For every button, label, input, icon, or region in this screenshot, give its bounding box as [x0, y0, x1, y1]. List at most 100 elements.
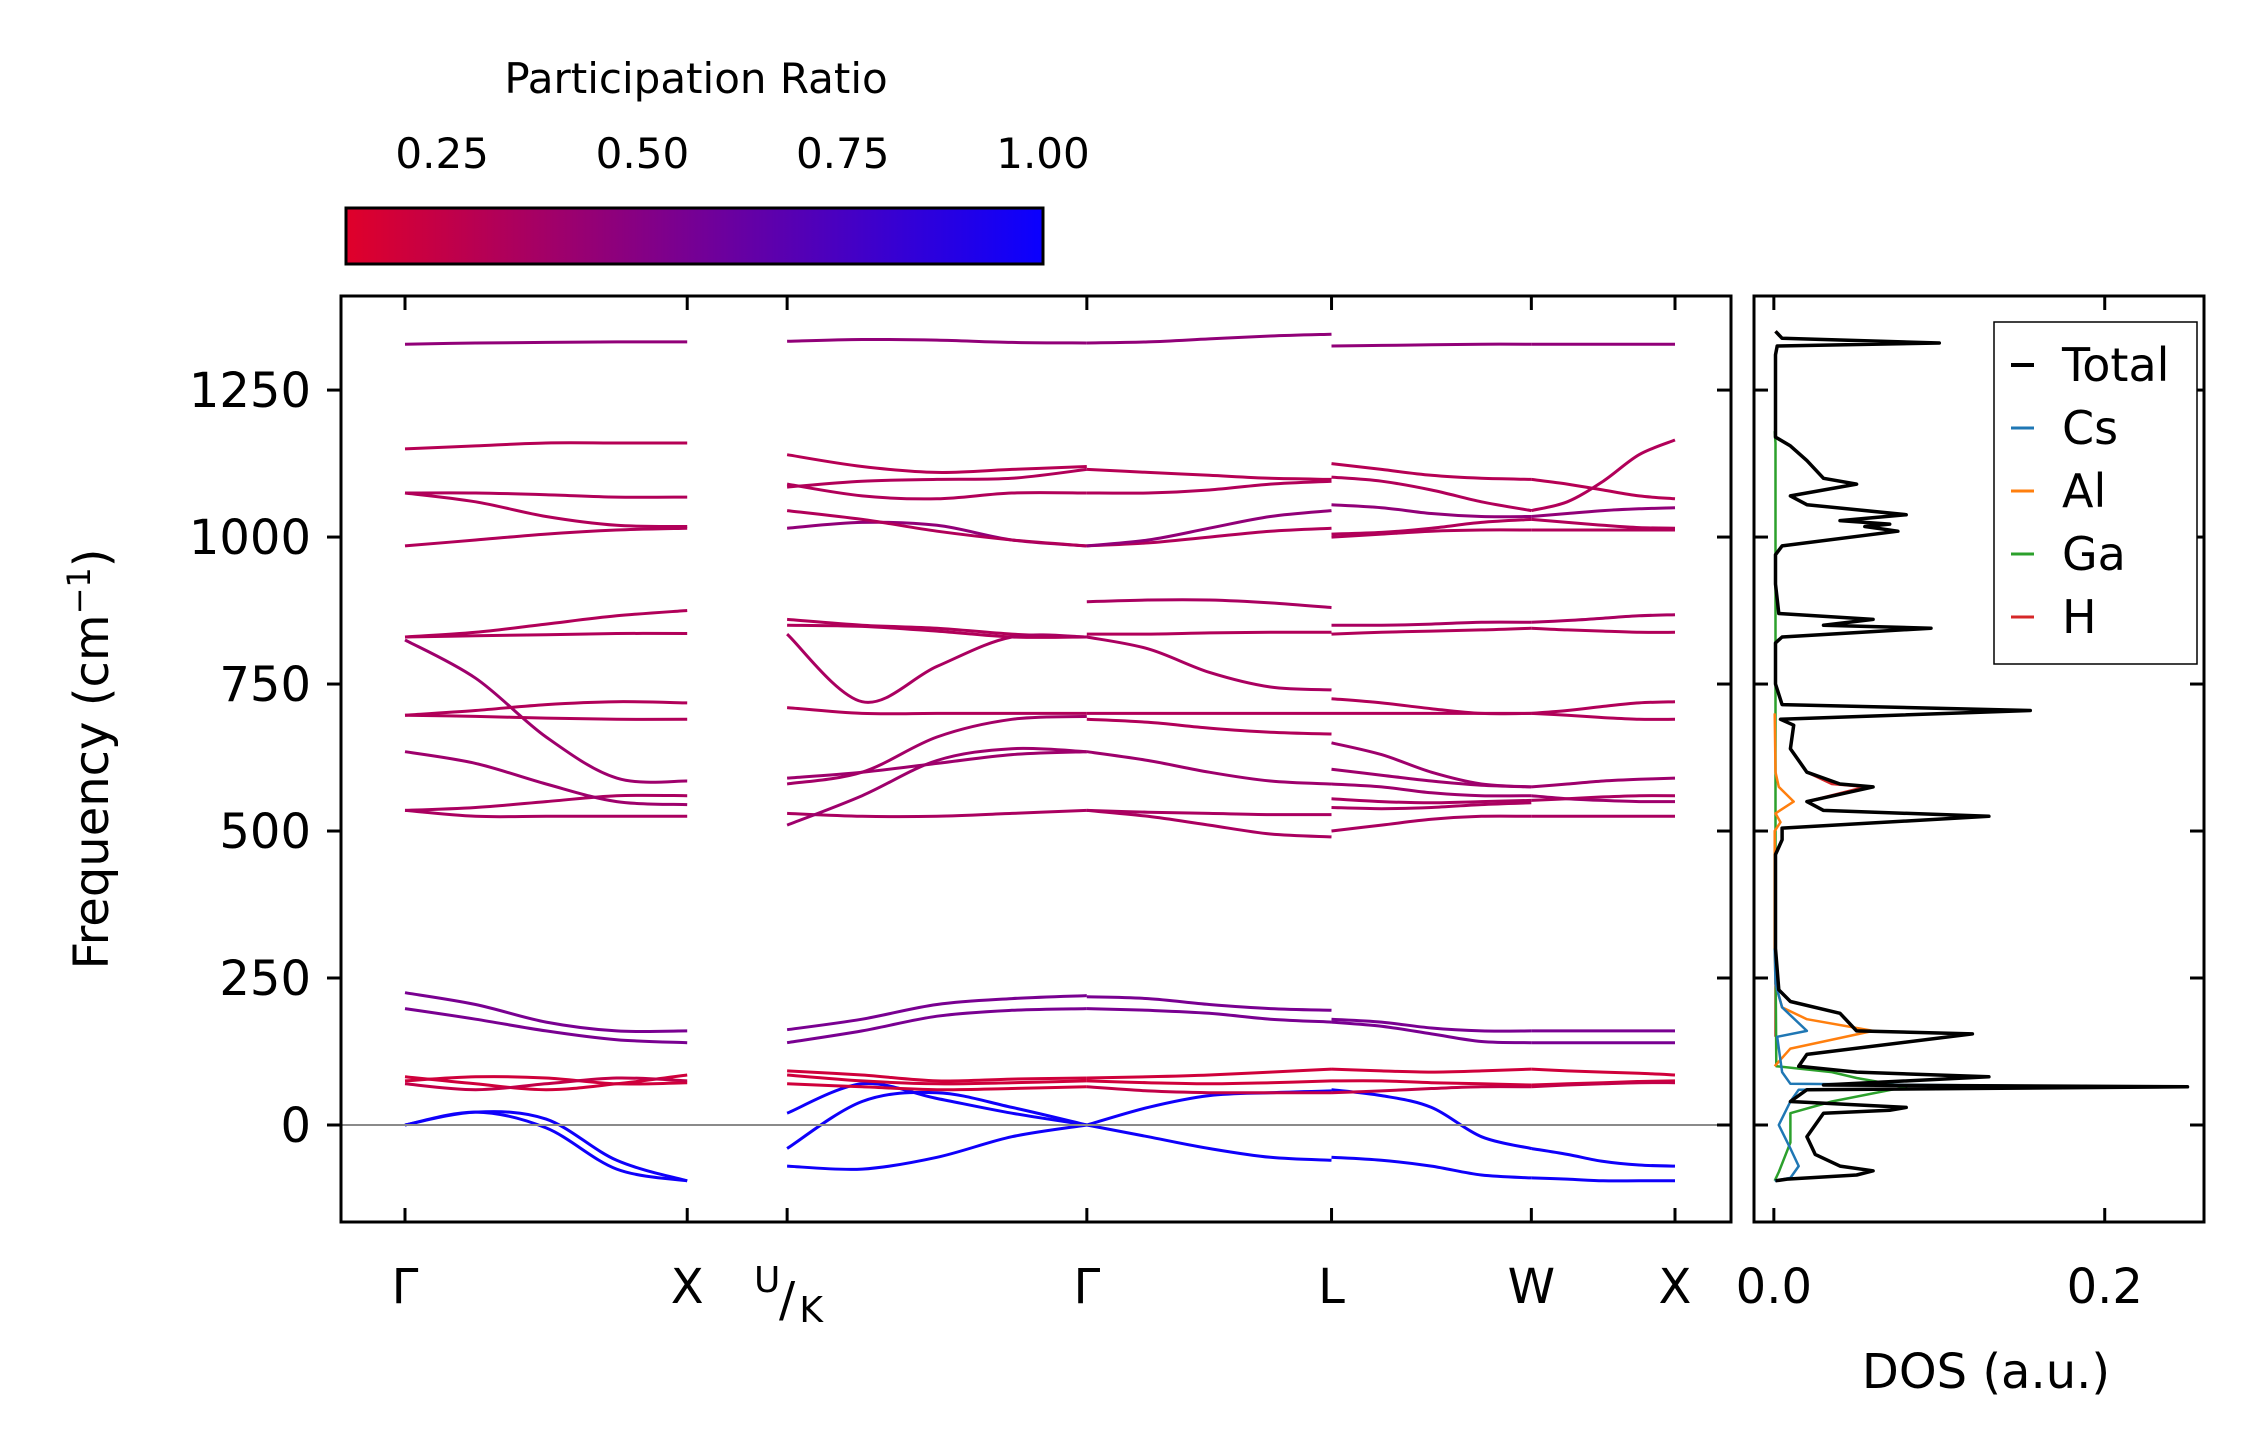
phonon-band: [1086, 332, 1332, 345]
colorbar-gradient: [344, 206, 1045, 266]
phonon-band: [1331, 528, 1532, 539]
phonon-band: [787, 808, 1087, 819]
k-point-slash: /: [779, 1272, 796, 1328]
phonon-band: [786, 746, 1087, 827]
phonon-band: [404, 1075, 688, 1086]
phonon-band: [1086, 808, 1332, 817]
phonon-band: [786, 453, 1087, 474]
dos-x-tick-label: 0.0: [1736, 1259, 1812, 1315]
dos-series-h: [1774, 330, 2032, 1037]
phonon-band: [404, 638, 688, 784]
phonon-band: [1331, 462, 1532, 481]
phonon-band: [1531, 700, 1676, 715]
phonon-band: [787, 623, 1087, 639]
phonon-band: [404, 1007, 688, 1045]
colorbar-tick-label: 0.75: [796, 129, 890, 178]
phonon-band: [404, 713, 688, 721]
phonon-band: [404, 808, 688, 819]
colorbar-ticks: 0.25 0.50 0.75 1.00: [395, 129, 1090, 264]
phonon-band: [404, 1110, 688, 1183]
phonon-band: [1086, 598, 1332, 610]
phonon-band: [1531, 506, 1676, 518]
phonon-band: [786, 1082, 1088, 1127]
phonon-band: [787, 337, 1087, 345]
phonon-band: [786, 632, 1087, 704]
phonon-band: [1531, 613, 1676, 624]
k-point-label-upper: U: [754, 1260, 780, 1301]
phonon-band: [1331, 1088, 1532, 1150]
phonon-band: [404, 793, 688, 812]
phonon-band: [1531, 794, 1676, 802]
phonon-band: [404, 340, 688, 346]
k-point-label: L: [1318, 1259, 1345, 1315]
phonon-band: [1331, 1085, 1532, 1095]
y-tick-label: 750: [219, 657, 311, 713]
phonon-band: [1531, 626, 1676, 634]
phonon-band: [1331, 814, 1532, 833]
phonon-band: [1531, 1067, 1676, 1077]
legend-label: H: [2062, 590, 2097, 644]
y-tick-label: 1000: [189, 510, 311, 566]
phonon-band: [1530, 438, 1676, 513]
phonon-band: [786, 1073, 1087, 1086]
phonon-band: [404, 631, 688, 639]
dos-x-ticks: 0.0 0.2: [1736, 296, 2143, 1315]
y-tick-label: 250: [219, 951, 311, 1007]
phonon-band: [1331, 697, 1532, 716]
dos-legend: Total Cs Al Ga H: [1993, 321, 2198, 665]
phonon-band: [1531, 1176, 1675, 1183]
colorbar-title: Participation Ratio: [504, 54, 887, 103]
phonon-band: [786, 467, 1087, 489]
phonon-band: [1331, 1017, 1532, 1033]
y-tick-label: 1250: [189, 363, 311, 419]
phonon-band: [1531, 711, 1676, 721]
k-point-label: X: [1659, 1259, 1692, 1315]
phonon-band: [1331, 475, 1532, 513]
phonon-band: [786, 750, 1087, 780]
phonon-band: [1531, 477, 1676, 501]
y-axis-label-main: Frequency (cm: [64, 614, 120, 969]
colorbar-tick-label: 0.50: [596, 129, 690, 178]
band-structure-panel: 0 250 500 750 1000 1250 Γ X U/K Γ L W X Frequency (…: [60, 294, 1733, 1331]
phonon-band: [1086, 1007, 1332, 1024]
phonon-band: [786, 1090, 1088, 1150]
dos-x-tick-label: 0.2: [2067, 1259, 2143, 1315]
y-tick-label: 500: [219, 804, 311, 860]
k-point-label-lower: K: [799, 1290, 824, 1331]
band-y-ticks: 0 250 500 750 1000 1250: [189, 363, 1731, 1154]
phonon-band: [1531, 1147, 1676, 1168]
phonon-band: [1086, 467, 1332, 481]
phonon-band: [787, 1069, 1087, 1083]
legend-label: Total: [2061, 338, 2169, 392]
phonon-band: [1086, 635, 1332, 692]
phonon-band: [404, 441, 688, 451]
phonon-band: [1531, 517, 1676, 530]
phonon-band: [404, 750, 688, 807]
phonon-band: [786, 509, 1087, 548]
y-axis-label-close: ): [64, 548, 120, 567]
phonon-band: [1331, 503, 1532, 519]
y-axis-label-exponent: −1: [60, 567, 98, 614]
phonon-band: [1331, 1020, 1532, 1045]
colorbar-tick-label: 0.25: [395, 129, 489, 178]
band-plot-frame: [339, 294, 1733, 1224]
k-point-label: Γ: [1073, 1259, 1100, 1315]
band-x-ticks: Γ X U/K Γ L W X: [392, 296, 1692, 1331]
dos-series-total: [1773, 330, 2190, 1183]
phonon-band: [404, 1073, 688, 1092]
legend-box: [1993, 321, 2198, 665]
phonon-band: [1086, 479, 1332, 495]
phonon-band: [787, 1123, 1088, 1171]
k-point-label: W: [1508, 1259, 1555, 1315]
phonon-band: [1331, 1067, 1532, 1074]
phonon-band: [1331, 517, 1532, 536]
phonon-band: [1086, 750, 1332, 786]
phonon-band: [786, 994, 1087, 1032]
phonon-band: [1531, 776, 1676, 789]
phonon-band: [404, 991, 688, 1034]
phonon-band: [1086, 1089, 1332, 1127]
dos-series-cs: [1773, 948, 2148, 1183]
phonon-band: [404, 609, 688, 639]
dos-x-axis-label: DOS (a.u.): [1862, 1344, 2110, 1400]
